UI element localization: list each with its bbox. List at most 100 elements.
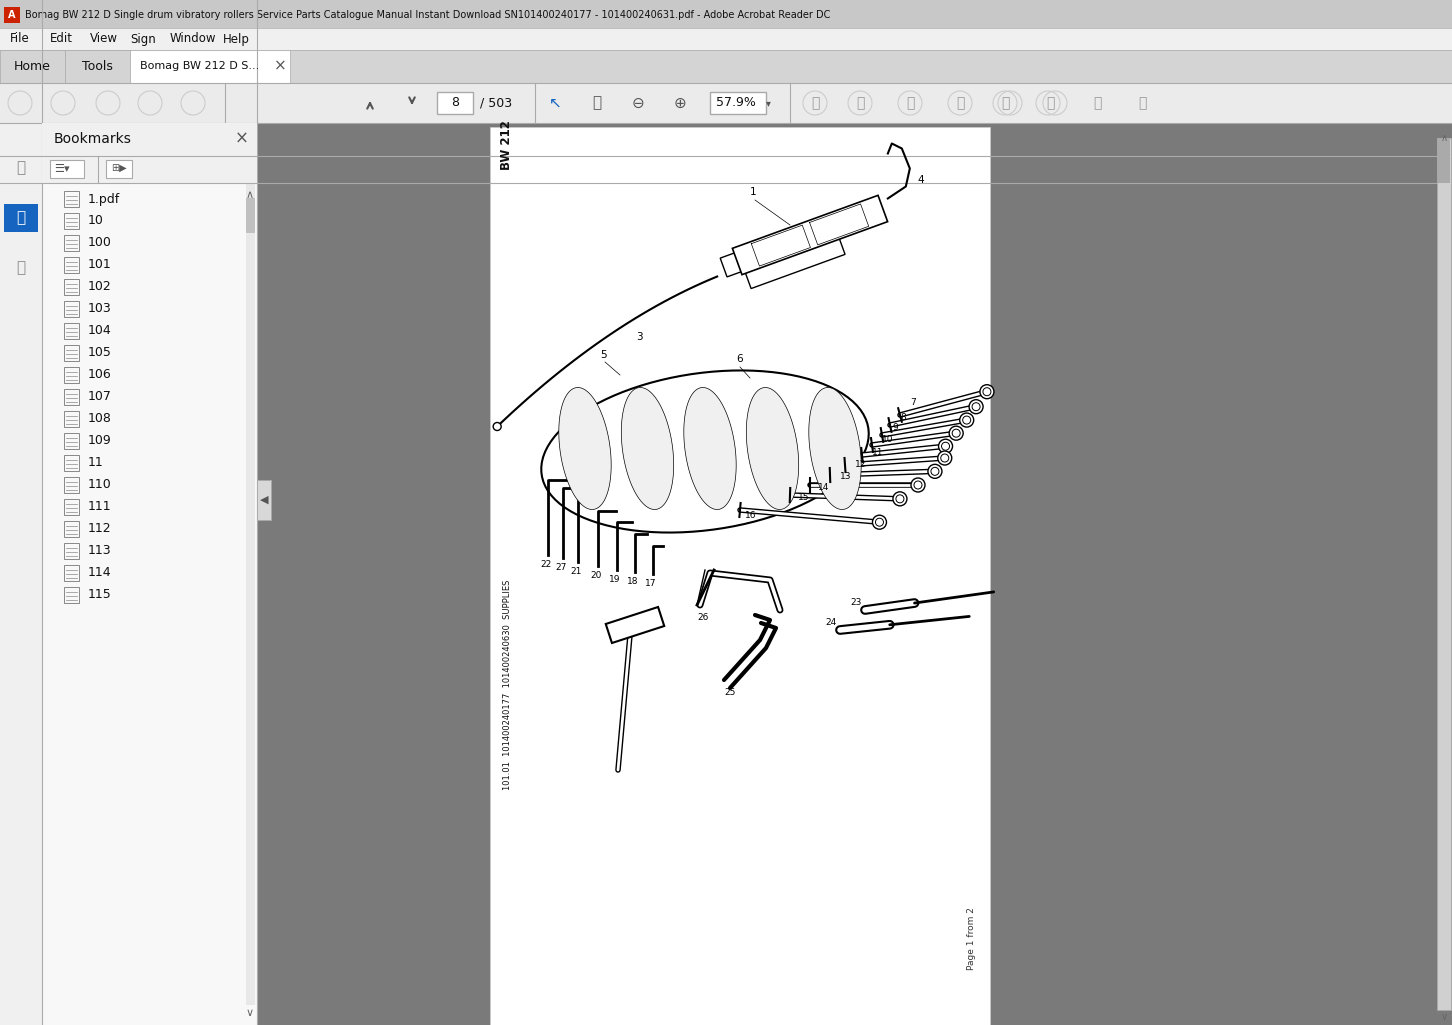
Polygon shape <box>621 387 674 509</box>
Text: 3: 3 <box>636 332 643 341</box>
Text: 4: 4 <box>918 175 925 186</box>
Text: ∨: ∨ <box>1440 1012 1448 1022</box>
Circle shape <box>953 429 960 438</box>
Bar <box>64 543 78 559</box>
Text: 16: 16 <box>745 511 756 520</box>
Text: Sign: Sign <box>131 33 155 45</box>
Circle shape <box>928 464 942 479</box>
Text: 27: 27 <box>555 563 566 572</box>
Text: ⊖: ⊖ <box>632 95 645 111</box>
Text: 1: 1 <box>751 187 756 197</box>
Text: Page 1 from 2: Page 1 from 2 <box>967 907 977 970</box>
Text: ◀: ◀ <box>260 495 269 505</box>
Circle shape <box>941 442 950 450</box>
Text: ∧: ∧ <box>245 190 254 200</box>
Bar <box>245 198 256 233</box>
Bar <box>64 235 78 251</box>
Bar <box>4 204 38 232</box>
Text: 6: 6 <box>736 354 742 364</box>
Text: 14: 14 <box>817 483 829 492</box>
Text: 11: 11 <box>89 456 103 469</box>
Text: View: View <box>90 33 118 45</box>
Polygon shape <box>542 370 868 533</box>
Text: 102: 102 <box>89 281 112 293</box>
Circle shape <box>876 519 883 526</box>
Polygon shape <box>684 387 736 509</box>
Text: Bookmarks: Bookmarks <box>54 132 132 146</box>
Circle shape <box>963 416 971 424</box>
Text: 104: 104 <box>89 325 112 337</box>
Text: A: A <box>9 10 16 20</box>
Text: 9: 9 <box>892 423 897 432</box>
Text: 🔖: 🔖 <box>16 210 26 226</box>
Bar <box>131 50 290 83</box>
Text: 24: 24 <box>825 618 836 627</box>
Circle shape <box>910 478 925 492</box>
Bar <box>1437 138 1451 1010</box>
Bar <box>65 50 131 83</box>
Circle shape <box>931 467 939 476</box>
Bar <box>0 50 65 83</box>
Text: 26: 26 <box>697 613 709 622</box>
Bar <box>64 191 78 207</box>
Text: 109: 109 <box>89 435 112 448</box>
Text: 19: 19 <box>610 575 621 584</box>
Text: 114: 114 <box>89 567 112 579</box>
Text: 110: 110 <box>89 479 112 492</box>
Circle shape <box>494 422 501 430</box>
Text: 23: 23 <box>849 598 861 607</box>
Text: Tools: Tools <box>81 59 112 73</box>
Circle shape <box>983 387 990 396</box>
Bar <box>245 183 256 1004</box>
Bar <box>64 279 78 295</box>
Text: 📋: 📋 <box>16 161 26 175</box>
Text: 115: 115 <box>89 588 112 602</box>
Text: ∧: ∧ <box>1440 133 1448 144</box>
Text: ☰▾: ☰▾ <box>54 164 70 174</box>
Circle shape <box>950 426 963 440</box>
Text: ×: × <box>273 58 286 74</box>
Text: 108: 108 <box>89 412 112 425</box>
Text: 10: 10 <box>89 214 105 228</box>
Text: ⬜: ⬜ <box>1045 96 1054 110</box>
Text: Bomag BW 212 D Single drum vibratory rollers Service Parts Catalogue Manual Inst: Bomag BW 212 D Single drum vibratory rol… <box>25 10 831 20</box>
Text: Home: Home <box>13 59 51 73</box>
Text: 57.9%: 57.9% <box>716 96 756 110</box>
Text: 25: 25 <box>725 688 735 697</box>
Text: ⬜: ⬜ <box>955 96 964 110</box>
Bar <box>437 92 473 114</box>
Circle shape <box>941 454 948 462</box>
Polygon shape <box>809 387 861 509</box>
Text: 105: 105 <box>89 346 112 360</box>
Text: ⬜: ⬜ <box>1138 96 1146 110</box>
Text: 106: 106 <box>89 369 112 381</box>
Bar <box>106 160 132 178</box>
Text: ×: × <box>235 130 248 148</box>
Text: 8: 8 <box>900 413 906 422</box>
Text: 📎: 📎 <box>16 260 26 276</box>
Bar <box>64 367 78 383</box>
Bar <box>64 390 78 405</box>
Bar <box>64 257 78 273</box>
Bar <box>64 455 78 472</box>
Text: 8: 8 <box>452 96 459 110</box>
Bar <box>0 0 1452 28</box>
Text: 1.pdf: 1.pdf <box>89 193 121 205</box>
Text: 112: 112 <box>89 523 112 535</box>
Text: 11: 11 <box>873 448 883 457</box>
Text: 100: 100 <box>89 237 112 249</box>
Polygon shape <box>732 196 887 275</box>
Bar <box>64 301 78 317</box>
Text: ⬜: ⬜ <box>855 96 864 110</box>
Circle shape <box>938 451 951 465</box>
Text: ▾: ▾ <box>767 98 771 108</box>
Text: 5: 5 <box>600 350 607 360</box>
Bar <box>0 28 1452 50</box>
Bar <box>489 127 990 1025</box>
Circle shape <box>980 384 995 399</box>
Bar <box>64 565 78 581</box>
Bar <box>64 345 78 361</box>
Bar <box>64 499 78 515</box>
Circle shape <box>873 516 887 529</box>
Text: Help: Help <box>224 33 250 45</box>
